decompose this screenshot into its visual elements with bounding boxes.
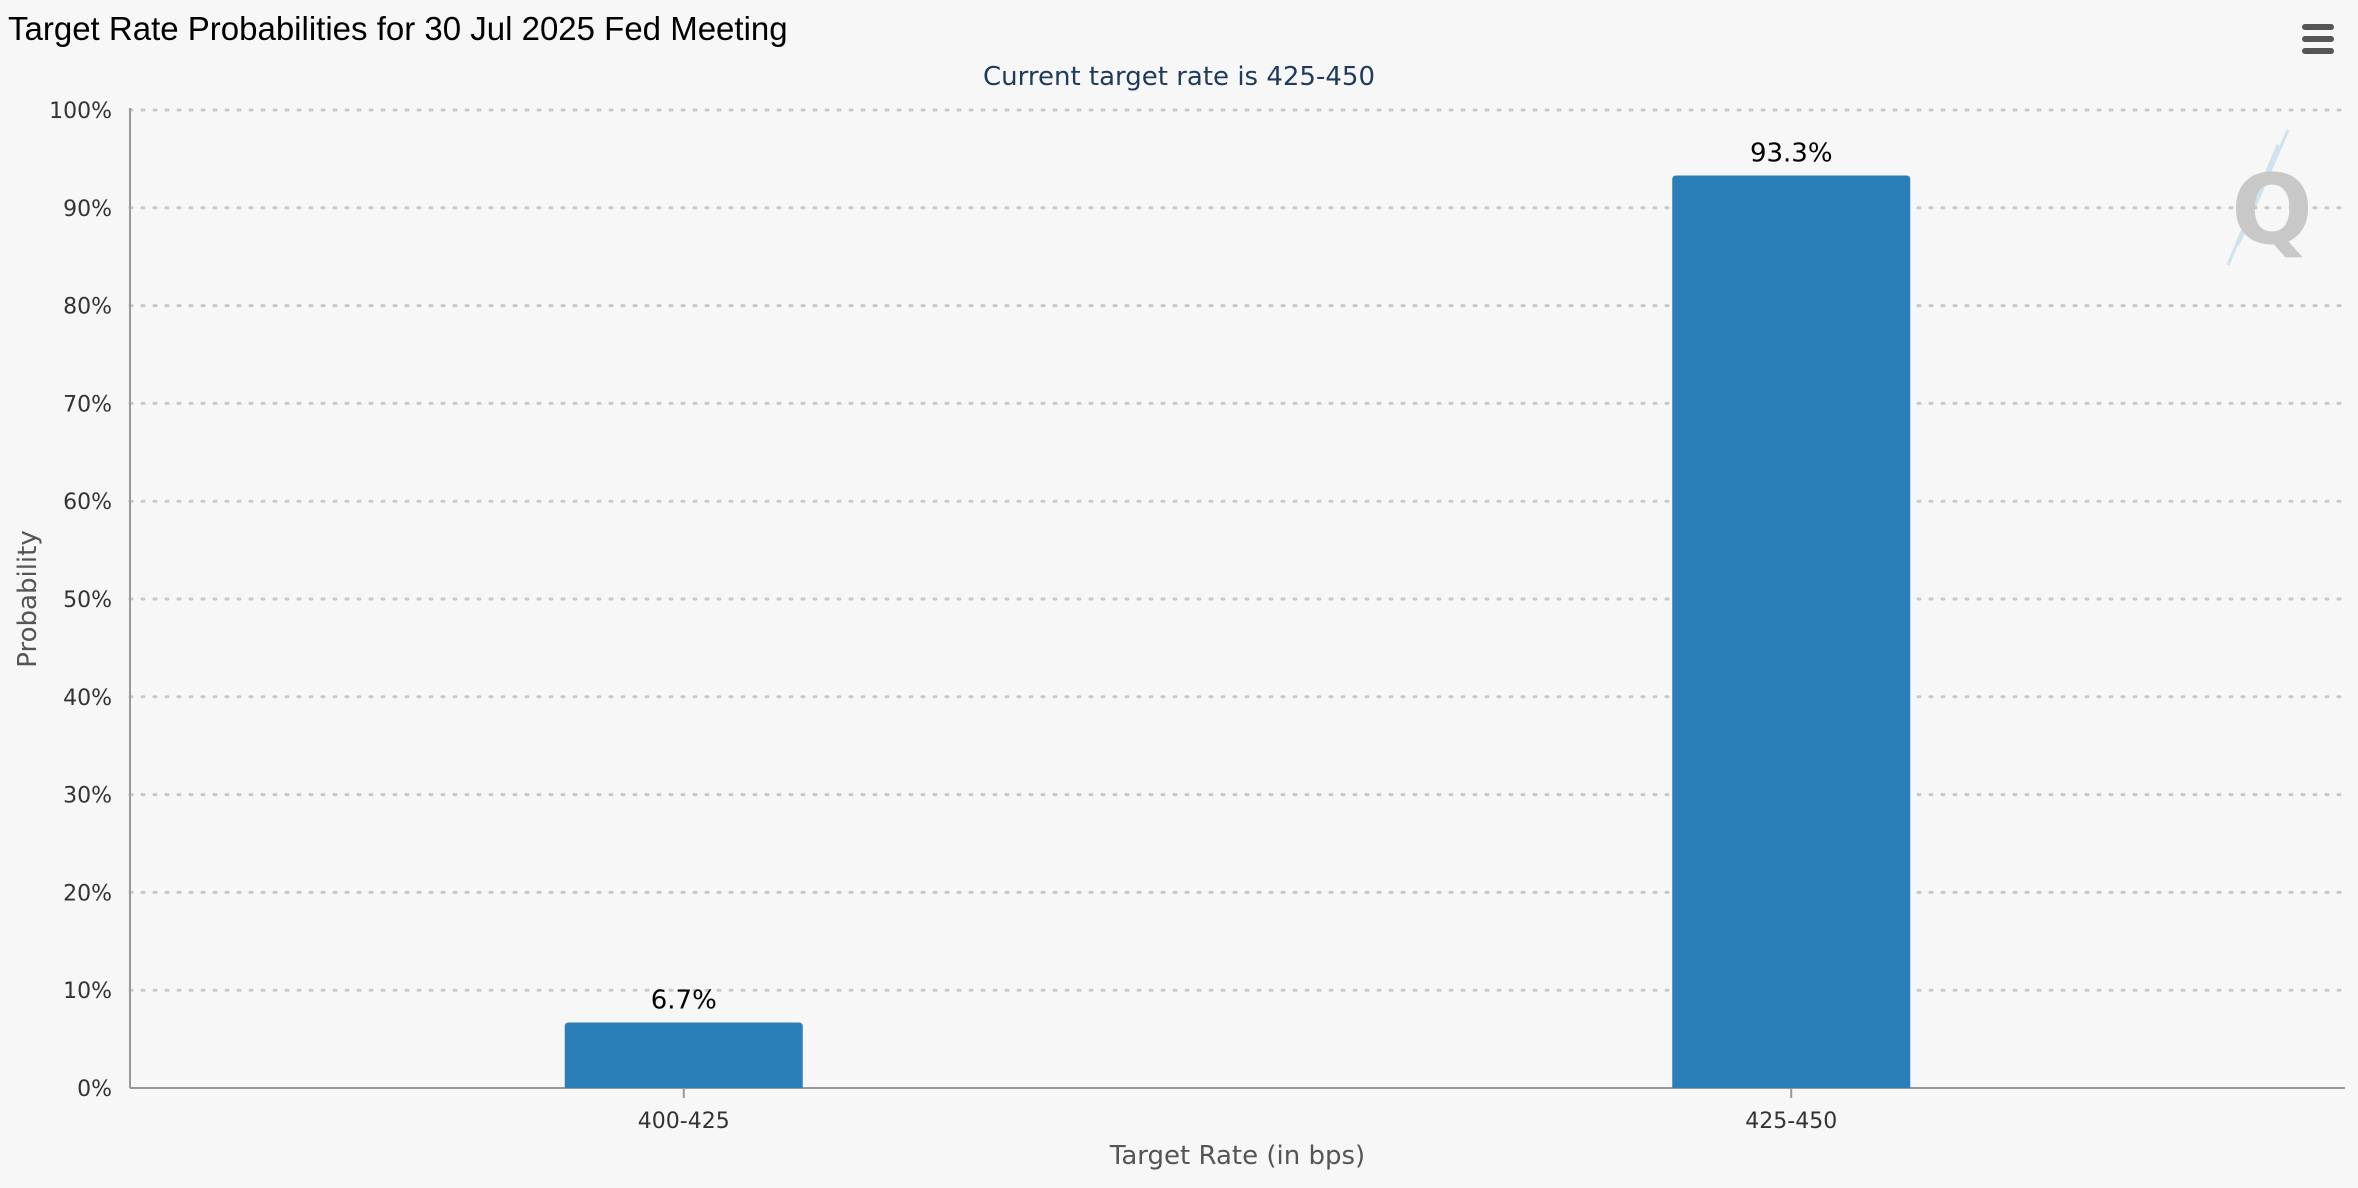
axes: 0% 10% 20% 30% 40% 50% 60% 70% 80% 90% 100% 400-425… bbox=[49, 99, 2345, 1134]
data-label: 93.3% bbox=[1750, 139, 1833, 169]
y-tick-label: 60% bbox=[63, 490, 112, 515]
watermark-letter: Q bbox=[2231, 154, 2313, 266]
y-tick-label: 0% bbox=[77, 1077, 112, 1102]
watermark-logo: Q bbox=[2226, 129, 2313, 266]
y-tick-label: 80% bbox=[63, 295, 112, 320]
chart-title: Target Rate Probabilities for 30 Jul 202… bbox=[8, 10, 788, 47]
bar-425-450[interactable] bbox=[1672, 175, 1911, 1088]
gridlines bbox=[128, 108, 2347, 992]
data-labels: 6.7% 93.3% bbox=[651, 139, 1833, 1016]
y-tick-label: 20% bbox=[63, 881, 112, 906]
x-tick-label: 400-425 bbox=[638, 1109, 730, 1134]
data-label: 6.7% bbox=[651, 985, 717, 1015]
y-tick-label: 100% bbox=[49, 99, 112, 124]
chart-subtitle: Current target rate is 425-450 bbox=[983, 62, 1375, 92]
y-tick-label: 50% bbox=[63, 588, 112, 613]
y-tick-label: 30% bbox=[63, 784, 112, 809]
y-tick-label: 10% bbox=[63, 979, 112, 1004]
y-tick-label: 70% bbox=[63, 392, 112, 417]
bars bbox=[564, 175, 1911, 1088]
y-axis-title: Probability bbox=[13, 530, 43, 667]
y-tick-label: 40% bbox=[63, 686, 112, 711]
x-tick-label: 425-450 bbox=[1745, 1109, 1837, 1134]
hamburger-menu-icon[interactable] bbox=[2300, 22, 2336, 56]
bar-400-425[interactable] bbox=[564, 1022, 803, 1088]
y-tick-label: 90% bbox=[63, 197, 112, 222]
x-axis-title: Target Rate (in bps) bbox=[1109, 1141, 1365, 1171]
